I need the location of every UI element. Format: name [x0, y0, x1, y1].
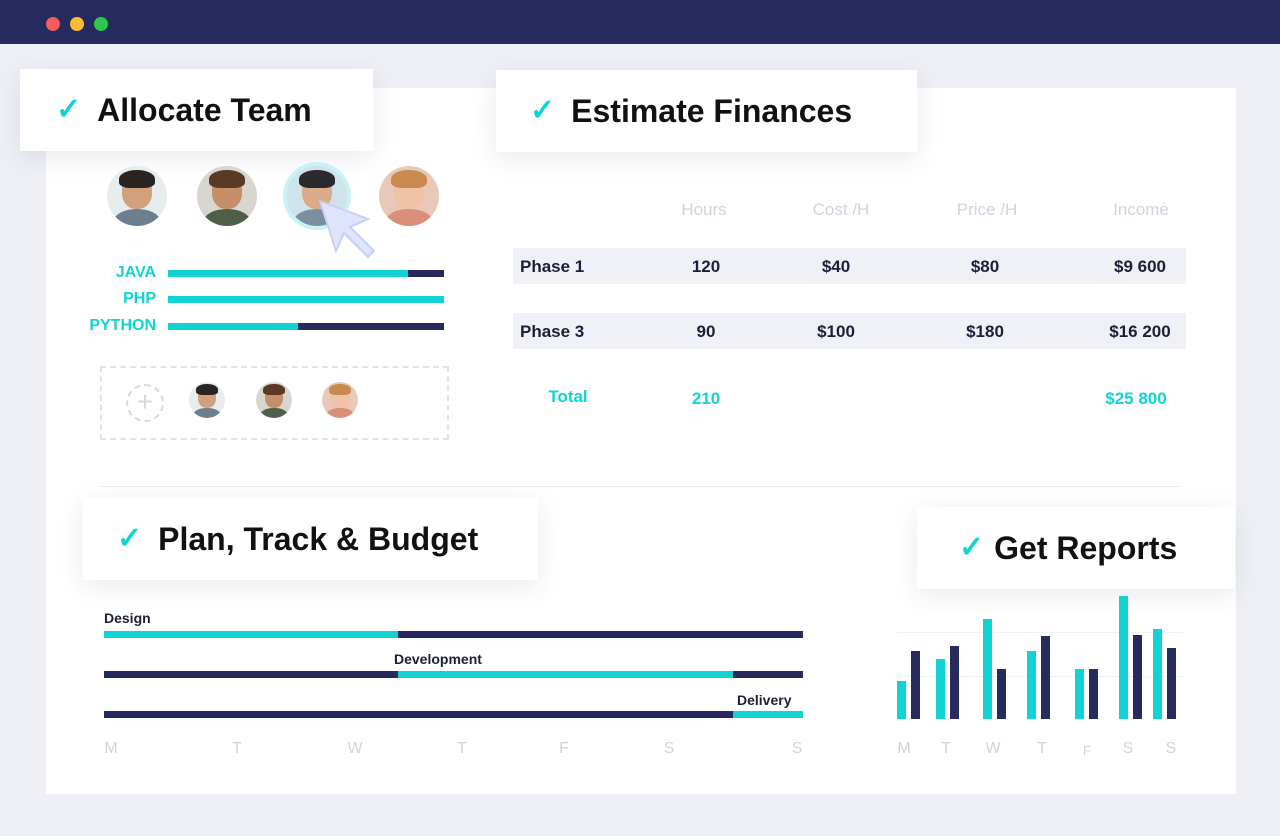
report-bar-series-a: [897, 681, 906, 719]
add-member-button[interactable]: +: [126, 384, 164, 422]
column-header-price: Price /H: [956, 200, 1018, 219]
team-drop-zone[interactable]: [100, 366, 449, 440]
team-member-avatar[interactable]: [197, 166, 257, 226]
team-member-avatar[interactable]: [107, 166, 167, 226]
task-label-development: Development: [394, 651, 482, 667]
gantt-day-label: S: [791, 740, 803, 757]
get-reports-title: Get Reports: [994, 529, 1178, 566]
team-member-avatar[interactable]: [379, 166, 439, 226]
estimate-finances-title: Estimate Finances: [571, 92, 853, 129]
report-bar-series-b: [950, 646, 959, 719]
column-header-income: Income: [1113, 200, 1169, 219]
check-icon: ✓: [530, 94, 556, 127]
skill-bar-java: [168, 270, 444, 277]
gantt-day-label: S: [663, 740, 675, 757]
report-bar-series-b: [1041, 636, 1050, 719]
skill-bar-fill: [168, 296, 444, 303]
report-day-label: W: [985, 740, 1001, 757]
task-label-delivery: Delivery: [737, 692, 792, 708]
assigned-member-avatar[interactable]: [256, 382, 292, 418]
gantt-track: [104, 711, 803, 718]
allocate-team-title: Allocate Team: [97, 91, 312, 128]
skill-label: PYTHON: [89, 317, 156, 334]
report-bar-series-a: [983, 619, 992, 719]
cost-cell: $40: [821, 257, 851, 276]
plan-track-budget-title: Plan, Track & Budget: [158, 520, 479, 557]
column-header-cost: Cost /H: [812, 200, 870, 219]
task-label-design: Design: [104, 610, 151, 626]
gantt-day-label: F: [559, 740, 569, 757]
allocate-team-card: ✓ Allocate Team: [20, 69, 373, 151]
table-row[interactable]: [513, 248, 1186, 284]
report-bar-series-a: [936, 659, 945, 719]
income-cell: $9 600: [1114, 257, 1166, 276]
cost-cell: $100: [817, 322, 855, 341]
income-cell: $16 200: [1109, 322, 1171, 341]
check-icon: ✓: [117, 522, 143, 555]
gantt-day-label: T: [457, 740, 467, 757]
skill-bar-php: [168, 296, 444, 303]
report-bar-series-b: [1167, 648, 1176, 719]
skill-bar-fill: [168, 270, 409, 277]
report-day-label: S: [1122, 740, 1134, 757]
gantt-day-label: W: [347, 740, 363, 757]
skill-label: PHP: [123, 290, 156, 307]
report-bar-series-b: [1089, 669, 1098, 719]
chart-gridline: [897, 632, 1183, 633]
report-day-label: S: [1165, 740, 1177, 757]
check-icon: ✓: [56, 93, 82, 126]
report-bar-series-b: [911, 651, 920, 719]
total-income: $25 800: [1105, 389, 1167, 408]
report-bar-series-b: [1133, 635, 1142, 719]
check-icon: ✓: [959, 531, 985, 564]
report-bar-series-b: [997, 669, 1006, 719]
report-bar-series-a: [1153, 629, 1162, 719]
assigned-member-avatar[interactable]: [322, 382, 358, 418]
table-row[interactable]: [513, 313, 1186, 349]
report-day-label: M: [897, 740, 911, 757]
gantt-task-bar[interactable]: [104, 631, 398, 638]
total-label: Total: [548, 387, 588, 406]
report-day-label: T: [1037, 740, 1047, 757]
phase-cell: Phase 3: [520, 322, 585, 341]
gantt-task-bar[interactable]: [397, 671, 734, 678]
gantt-track: [104, 631, 803, 638]
phase-cell: Phase 1: [520, 257, 585, 276]
estimate-finances-card: ✓ Estimate Finances: [496, 70, 917, 152]
hours-cell: 90: [696, 322, 716, 341]
assigned-member-avatar[interactable]: [189, 382, 225, 418]
skill-label: JAVA: [115, 264, 156, 281]
close-window-button[interactable]: [46, 17, 60, 31]
column-header-hours: Hours: [681, 200, 727, 219]
section-divider: [100, 486, 1180, 487]
price-cell: $180: [966, 322, 1004, 341]
team-member-avatar-selected[interactable]: [287, 166, 347, 226]
report-day-label: T: [941, 740, 951, 757]
skill-bar-python: [168, 323, 444, 330]
minimize-window-button[interactable]: [70, 17, 84, 31]
gantt-day-label: T: [232, 740, 242, 757]
report-bar-series-a: [1027, 651, 1036, 719]
chart-gridline: [897, 676, 1183, 677]
maximize-window-button[interactable]: [94, 17, 108, 31]
report-bar-series-a: [1119, 596, 1128, 719]
gantt-task-bar[interactable]: [733, 711, 803, 718]
window-title-bar: [0, 0, 1280, 44]
plan-track-budget-card: ✓ Plan, Track & Budget: [83, 498, 538, 580]
price-cell: $80: [970, 257, 1000, 276]
hours-cell: 120: [691, 257, 721, 276]
gantt-day-label: M: [104, 740, 118, 757]
cursor-arrow-icon: [318, 199, 376, 259]
total-hours: 210: [691, 389, 721, 408]
skill-bar-fill: [168, 323, 298, 330]
report-day-label: F: [1083, 743, 1091, 758]
report-bar-series-a: [1075, 669, 1084, 719]
get-reports-card: ✓ Get Reports: [917, 507, 1235, 589]
